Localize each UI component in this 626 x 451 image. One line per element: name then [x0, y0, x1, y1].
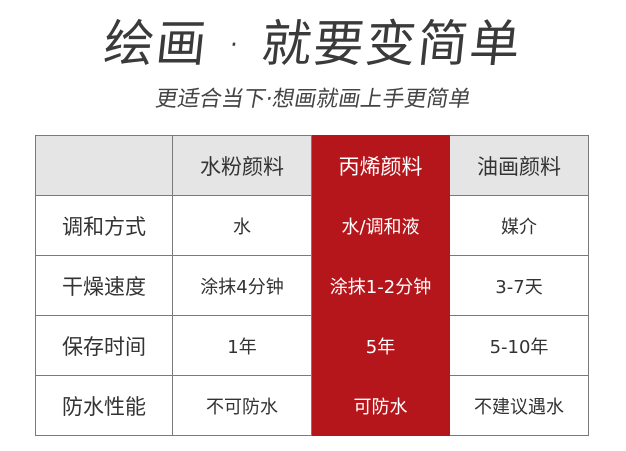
- comparison-table: 水粉颜料 丙烯颜料 油画颜料 调和方式 水 水/调和液 媒介 干燥速度 涂抹4分…: [35, 135, 589, 436]
- row-label: 干燥速度: [35, 255, 173, 316]
- page-title: 绘画 · 就要变简单: [101, 15, 525, 73]
- row-label: 保存时间: [35, 315, 173, 376]
- table-row: 防水性能 不可防水 可防水 不建议遇水: [35, 375, 589, 436]
- table-cell-highlight: 涂抹1-2分钟: [311, 255, 450, 316]
- row-label: 防水性能: [35, 375, 173, 436]
- table-row: 保存时间 1年 5年 5-10年: [35, 315, 589, 376]
- table-cell: 不可防水: [172, 375, 312, 436]
- table-row: 干燥速度 涂抹4分钟 涂抹1-2分钟 3-7天: [35, 255, 589, 316]
- table-cell: 涂抹4分钟: [172, 255, 312, 316]
- header-cell-gouache: 水粉颜料: [172, 135, 312, 196]
- table-cell: 水: [172, 195, 312, 256]
- table-cell: 5-10年: [449, 315, 589, 376]
- table-header-row: 水粉颜料 丙烯颜料 油画颜料: [35, 135, 589, 196]
- header-cell-acrylic: 丙烯颜料: [311, 135, 450, 196]
- table-cell: 媒介: [449, 195, 589, 256]
- page-subtitle: 更适合当下·想画就画上手更简单: [153, 87, 473, 112]
- table-cell: 1年: [172, 315, 312, 376]
- header-cell-oil: 油画颜料: [449, 135, 589, 196]
- table-cell-highlight: 水/调和液: [311, 195, 450, 256]
- row-label: 调和方式: [35, 195, 173, 256]
- table-row: 调和方式 水 水/调和液 媒介: [35, 195, 589, 256]
- table-cell: 3-7天: [449, 255, 589, 316]
- header-cell-empty: [35, 135, 173, 196]
- table-cell-highlight: 可防水: [311, 375, 450, 436]
- table-cell-highlight: 5年: [311, 315, 450, 376]
- table-cell: 不建议遇水: [449, 375, 589, 436]
